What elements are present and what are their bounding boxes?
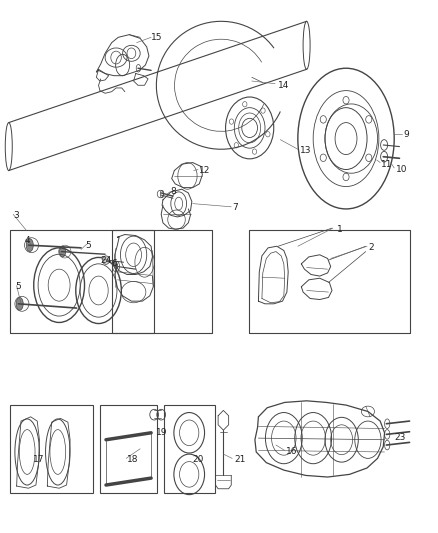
Text: 20: 20: [193, 455, 204, 464]
Ellipse shape: [16, 297, 23, 310]
Ellipse shape: [60, 246, 66, 257]
Circle shape: [102, 256, 110, 264]
Text: 12: 12: [199, 166, 211, 175]
Text: 16: 16: [286, 448, 297, 456]
Text: 4: 4: [24, 237, 30, 245]
Ellipse shape: [26, 239, 33, 252]
Bar: [10, 405, 93, 493]
Text: 6: 6: [112, 260, 117, 268]
Text: 1: 1: [337, 225, 343, 233]
Text: 13: 13: [300, 146, 311, 155]
Text: 8: 8: [171, 188, 177, 196]
Bar: [164, 405, 215, 493]
Text: 18: 18: [127, 455, 138, 464]
Text: 11: 11: [381, 160, 392, 168]
Text: 7: 7: [232, 204, 238, 212]
Text: 24: 24: [101, 256, 112, 264]
Text: 5: 5: [15, 282, 21, 291]
Text: 17: 17: [33, 455, 44, 464]
Text: 23: 23: [394, 433, 406, 441]
Bar: [100, 405, 157, 493]
Text: 15: 15: [151, 33, 162, 42]
Text: 19: 19: [155, 429, 167, 437]
Text: 9: 9: [403, 130, 409, 139]
Text: 10: 10: [396, 165, 408, 174]
Ellipse shape: [114, 264, 118, 269]
Text: 21: 21: [234, 455, 246, 464]
Text: 14: 14: [278, 81, 290, 90]
Text: 3: 3: [13, 212, 19, 220]
Text: 5: 5: [85, 241, 91, 249]
Text: 2: 2: [368, 244, 374, 252]
